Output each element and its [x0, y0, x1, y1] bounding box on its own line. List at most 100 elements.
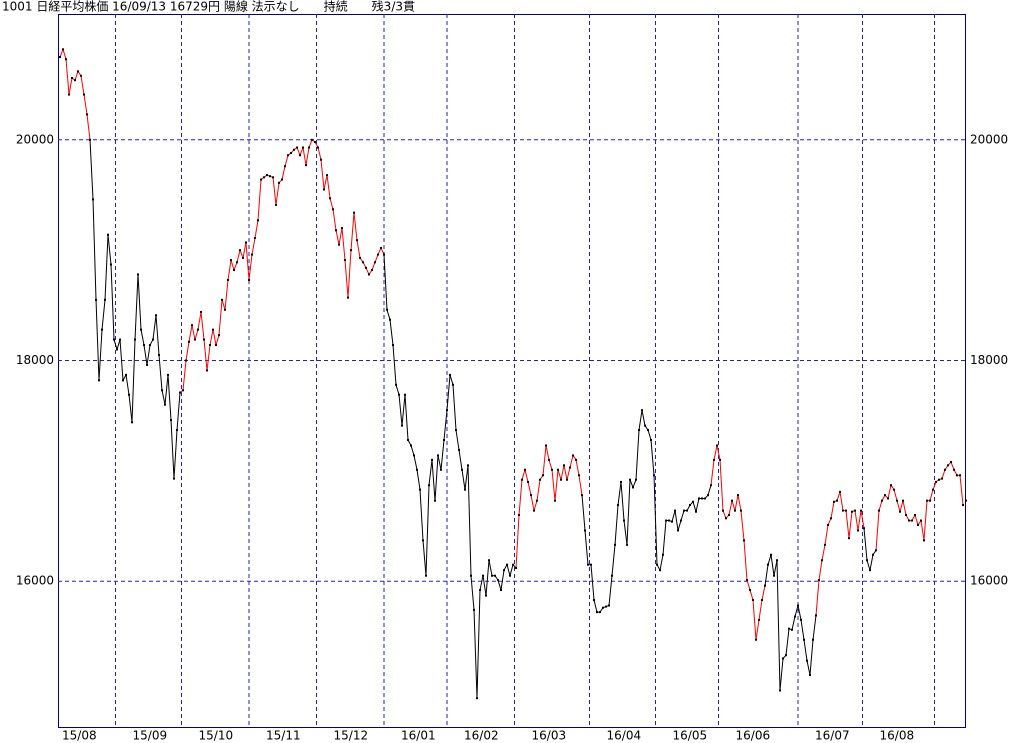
price-segment [476, 590, 481, 699]
price-point [554, 499, 557, 502]
price-point [701, 497, 704, 500]
price-segment [797, 605, 802, 620]
price-point [611, 574, 614, 577]
price-point [653, 474, 656, 477]
price-point [71, 77, 74, 80]
price-segment [86, 114, 91, 140]
price-point [764, 584, 767, 587]
price-segment [248, 254, 253, 281]
price-point [515, 566, 518, 569]
price-point [281, 178, 284, 181]
price-segment [707, 485, 712, 496]
price-segment [209, 329, 214, 346]
price-point [446, 409, 449, 412]
price-segment [632, 479, 637, 488]
price-point [851, 510, 854, 513]
price-segment [806, 660, 811, 676]
price-segment [443, 410, 448, 441]
price-segment [578, 475, 583, 496]
price-point [884, 494, 887, 497]
price-point [383, 253, 386, 256]
price-point [59, 56, 62, 59]
price-point [548, 458, 551, 461]
price-segment [305, 147, 310, 166]
price-segment [458, 449, 463, 470]
price-segment [863, 528, 868, 561]
price-point [509, 574, 512, 577]
price-point [140, 328, 143, 331]
price-point [242, 256, 245, 259]
price-point [797, 604, 800, 607]
price-point [563, 464, 566, 467]
price-segment [869, 554, 874, 571]
price-segment [716, 445, 721, 460]
price-segment [392, 345, 397, 385]
price-point [257, 219, 260, 222]
price-point [464, 488, 467, 491]
price-point [599, 611, 602, 614]
price-segment [500, 570, 505, 591]
x-tick-label: 16/04 [607, 729, 642, 743]
price-point [236, 261, 239, 264]
price-segment [101, 299, 106, 330]
price-point [923, 539, 926, 542]
price-point [332, 208, 335, 211]
price-point [125, 373, 128, 376]
price-segment [416, 469, 421, 490]
price-point [566, 478, 569, 481]
price-point [461, 468, 464, 471]
price-point [728, 514, 731, 517]
price-segment [389, 319, 394, 346]
y-tick-label-right: 18000 [970, 353, 1008, 367]
price-point [176, 429, 179, 432]
price-point [233, 269, 236, 272]
price-point [887, 497, 890, 500]
price-segment [176, 392, 181, 431]
price-point [380, 246, 383, 249]
price-point [830, 517, 833, 520]
price-point [131, 421, 134, 424]
price-point [491, 574, 494, 577]
price-segment [824, 524, 829, 545]
price-segment [545, 445, 550, 460]
price-point [677, 529, 680, 532]
price-point [77, 70, 80, 73]
price-segment [488, 560, 493, 576]
price-segment [230, 259, 235, 271]
price-point [368, 273, 371, 276]
price-point [209, 344, 212, 347]
price-point [80, 74, 83, 77]
price-segment [146, 344, 151, 366]
price-segment [638, 410, 643, 431]
price-point [902, 499, 905, 502]
price-point [419, 488, 422, 491]
price-point [965, 499, 967, 502]
price-segment [767, 554, 772, 565]
price-segment [155, 315, 160, 356]
y-tick-label: 20000 [16, 132, 54, 146]
price-point [458, 448, 461, 451]
price-point [497, 579, 500, 582]
price-segment [431, 459, 436, 501]
price-segment [821, 544, 826, 561]
price-segment [800, 619, 805, 640]
price-point [878, 509, 881, 512]
price-point [263, 176, 266, 179]
price-point [905, 514, 908, 517]
plot-frame [58, 14, 966, 728]
price-point [119, 338, 122, 341]
price-segment [836, 491, 841, 501]
price-point [662, 553, 665, 556]
price-segment [173, 430, 178, 479]
price-segment [467, 465, 472, 576]
price-segment [257, 179, 262, 221]
price-segment [902, 500, 907, 516]
price-point [719, 458, 722, 461]
price-segment [473, 609, 478, 699]
price-point [512, 563, 515, 566]
price-segment [542, 445, 547, 476]
price-point [629, 478, 632, 481]
price-point [314, 141, 317, 144]
price-point [158, 353, 161, 356]
price-segment [758, 599, 763, 620]
